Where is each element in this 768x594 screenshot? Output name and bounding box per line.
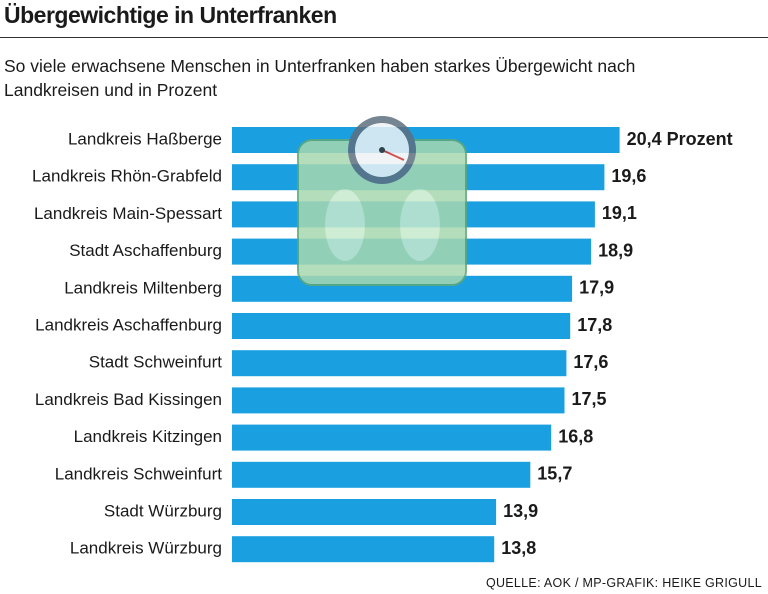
bar (232, 424, 552, 451)
value-label: 17,5 (572, 389, 607, 409)
category-label: Landkreis Schweinfurt (55, 464, 223, 483)
chart-title: Übergewichtige in Unterfranken (4, 2, 337, 28)
value-label: 13,8 (501, 538, 536, 558)
bar (232, 536, 495, 563)
scale-illustration (297, 116, 467, 286)
category-label: Landkreis Miltenberg (64, 278, 222, 297)
value-label: 15,7 (537, 464, 572, 484)
value-label: 19,6 (611, 166, 646, 186)
value-label: 17,6 (573, 352, 608, 372)
value-label: 20,4 Prozent (627, 129, 733, 149)
category-label: Landkreis Haßberge (68, 129, 222, 148)
bar (232, 499, 497, 525)
bar (232, 461, 531, 488)
labels: Landkreis Haßberge 20,4 Prozent Landkreis … (32, 129, 733, 558)
category-label: Landkreis Würzburg (70, 539, 222, 558)
value-label: 17,8 (577, 315, 612, 335)
category-label: Stadt Schweinfurt (89, 353, 223, 372)
category-label: Stadt Aschaffenburg (69, 241, 222, 260)
category-label: Stadt Würzburg (104, 501, 222, 520)
value-label: 16,8 (558, 426, 593, 446)
bar (232, 313, 571, 339)
value-label: 18,9 (598, 240, 633, 260)
bar (232, 387, 565, 414)
value-label: 13,9 (503, 501, 538, 521)
bar (232, 350, 567, 377)
title-rule (0, 37, 768, 38)
category-label: Landkreis Main-Spessart (34, 204, 222, 223)
category-label: Landkreis Bad Kissingen (35, 390, 222, 409)
source: QUELLE: AOK / MP-GRAFIK: HEIKE GRIGULL (485, 576, 762, 590)
category-label: Landkreis Rhön-Grabfeld (32, 167, 222, 186)
value-label: 17,9 (579, 278, 614, 298)
category-label: Landkreis Kitzingen (74, 427, 222, 446)
category-label: Landkreis Aschaffenburg (35, 315, 222, 334)
value-label: 19,1 (602, 203, 637, 223)
chart-subtitle: So viele erwachsene Menschen in Unterfra… (4, 56, 636, 100)
